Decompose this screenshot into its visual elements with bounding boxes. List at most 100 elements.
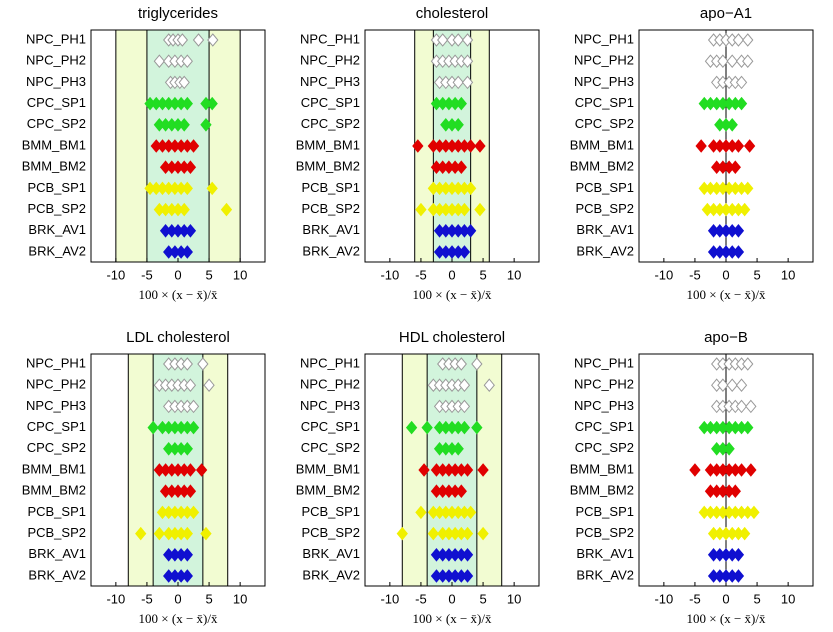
x-axis-label: 100 × (x − x̄)/x̄ [139, 611, 218, 626]
diamond-marker [421, 420, 433, 435]
diamond-marker [396, 526, 408, 541]
diamond-marker [695, 139, 707, 153]
diamond-marker [729, 160, 741, 174]
x-tick-label: -5 [141, 267, 153, 282]
y-tick-label: NPC_PH1 [26, 355, 86, 370]
diamond-marker [181, 569, 193, 583]
y-tick-label: BRK_AV2 [28, 243, 86, 258]
y-tick-label: BMM_BM1 [22, 137, 86, 152]
diamond-marker [732, 569, 745, 583]
diamond-marker [195, 463, 208, 477]
y-tick-label: CPC_SP1 [301, 419, 360, 434]
diamond-marker [723, 442, 735, 456]
y-tick-label: NPC_PH1 [26, 31, 86, 46]
y-tick-label: BMM_BM2 [570, 483, 634, 498]
diamond-marker [461, 526, 474, 541]
diamond-marker [735, 463, 748, 477]
y-tick-label: NPC_PH1 [300, 355, 360, 370]
y-tick-label: BRK_AV1 [302, 222, 360, 237]
y-tick-label: BRK_AV2 [576, 567, 634, 582]
y-tick-label: BRK_AV1 [576, 546, 634, 561]
x-tick-label: 5 [753, 267, 760, 282]
diamond-marker [483, 378, 495, 392]
y-tick-label: PCB_SP1 [575, 504, 634, 519]
y-tick-label: BMM_BM1 [296, 137, 360, 152]
y-tick-label: BMM_BM1 [570, 461, 634, 476]
x-axis-label: 100 × (x − x̄)/x̄ [687, 611, 766, 626]
diamond-marker [717, 54, 729, 68]
diamond-marker [455, 96, 467, 111]
y-tick-label: BMM_BM1 [22, 461, 86, 476]
diamond-marker [153, 526, 166, 541]
y-tick-label: CPC_SP1 [301, 95, 360, 110]
diamond-marker [415, 202, 427, 217]
diamond-marker [187, 139, 200, 153]
x-tick-label: 10 [507, 591, 521, 606]
diamond-marker [732, 245, 745, 259]
x-tick-label: -10 [106, 267, 125, 282]
y-tick-label: PCB_SP2 [301, 525, 360, 540]
diamond-marker [732, 548, 745, 562]
y-tick-label: CPC_SP2 [575, 440, 634, 455]
x-tick-label: 5 [479, 591, 486, 606]
y-tick-label: BMM_BM2 [22, 483, 86, 498]
diamond-marker [471, 420, 483, 435]
diamond-marker [464, 224, 477, 238]
diamond-marker [187, 420, 200, 435]
y-tick-label: NPC_PH2 [300, 53, 360, 68]
x-tick-label: 10 [507, 267, 521, 282]
diamond-marker [461, 33, 474, 47]
diamond-marker [427, 526, 440, 541]
diamond-marker [181, 442, 193, 456]
y-tick-label: BMM_BM2 [22, 159, 86, 174]
x-tick-label: 10 [233, 591, 247, 606]
panel-title: cholesterol [416, 5, 489, 22]
y-tick-label: NPC_PH2 [574, 53, 634, 68]
diamond-marker [181, 181, 193, 196]
x-tick-label: -5 [415, 591, 427, 606]
x-tick-label: -10 [654, 591, 673, 606]
diamond-marker [748, 505, 760, 520]
y-tick-label: PCB_SP1 [27, 180, 86, 195]
diamond-marker [738, 202, 751, 217]
y-tick-label: PCB_SP2 [27, 525, 86, 540]
diamond-marker [452, 75, 464, 90]
diamond-marker [745, 463, 757, 477]
y-tick-label: BRK_AV2 [302, 243, 360, 258]
y-tick-label: PCB_SP2 [301, 201, 360, 216]
x-tick-label: -5 [689, 591, 701, 606]
x-tick-label: 0 [448, 267, 455, 282]
diamond-marker [220, 202, 233, 217]
diamond-marker [735, 96, 748, 111]
x-tick-label: -10 [380, 591, 399, 606]
x-axis-label: 100 × (x − x̄)/x̄ [413, 611, 492, 626]
x-tick-label: -5 [141, 591, 153, 606]
x-axis-label: 100 × (x − x̄)/x̄ [413, 287, 492, 302]
diamond-marker [729, 484, 741, 498]
y-tick-label: BMM_BM2 [296, 483, 360, 498]
diamond-marker [742, 54, 754, 68]
y-tick-label: BMM_BM2 [296, 159, 360, 174]
diamond-marker [461, 54, 474, 68]
diamond-marker [745, 399, 757, 414]
diamond-marker [742, 420, 754, 435]
diamond-marker [726, 54, 738, 68]
diamond-marker [461, 569, 474, 583]
diamond-marker [181, 96, 193, 111]
y-tick-label: CPC_SP1 [27, 95, 86, 110]
y-tick-label: CPC_SP1 [575, 95, 634, 110]
diamond-marker [738, 526, 751, 541]
diamond-marker [732, 33, 745, 47]
y-tick-label: NPC_PH2 [300, 377, 360, 392]
y-tick-label: NPC_PH2 [574, 377, 634, 392]
x-tick-label: 0 [174, 267, 181, 282]
diamond-marker [689, 463, 701, 477]
diamond-marker [176, 33, 189, 47]
diamond-marker [187, 505, 200, 520]
y-tick-label: CPC_SP2 [301, 116, 360, 131]
diamond-marker [735, 75, 748, 90]
y-tick-label: PCB_SP2 [575, 201, 634, 216]
diamond-marker [458, 399, 471, 414]
y-tick-label: PCB_SP1 [301, 180, 360, 195]
x-tick-label: -5 [689, 267, 701, 282]
